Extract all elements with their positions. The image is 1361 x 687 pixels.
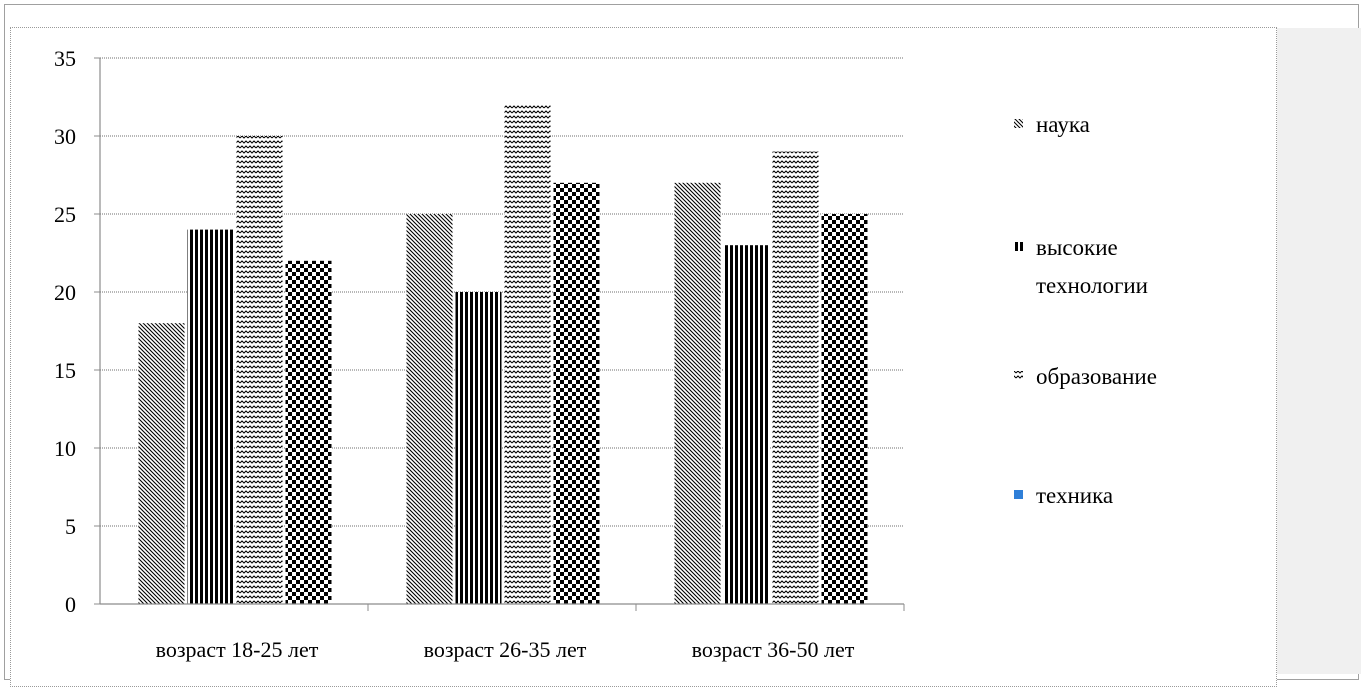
legend-label-1: наука [1036,112,1090,137]
bar-1-3 [674,182,721,605]
y-tick-label: 5 [65,514,76,539]
legend-marker-3 [1014,371,1023,380]
bars [138,104,868,605]
legend-label-3: образование [1036,364,1157,389]
axes: 0 5 10 15 20 25 30 35 возраст 18-25 лет возраст 2… [54,46,905,662]
x-tick-label: возраст 18-25 лет [156,637,319,662]
bar-3-2 [504,104,551,605]
legend-marker-2 [1014,242,1023,251]
bar-1-1 [138,323,185,604]
bar-3-1 [236,136,283,604]
bar-1-2 [406,214,453,604]
legend-label-2: высокие технологии [1036,235,1148,298]
y-tick-label: 35 [54,46,76,71]
y-tick-label: 10 [54,436,76,461]
side-panel [1277,28,1361,674]
bar-2-3 [723,245,770,604]
legend-marker-4 [1014,490,1023,499]
y-tick-label: 30 [54,124,76,149]
bar-2-2 [455,292,502,604]
bar-4-2 [553,182,600,605]
y-tick-label: 25 [54,202,76,227]
y-tick-label: 0 [65,592,76,617]
gridlines [100,57,904,527]
bar-2-1 [187,229,234,604]
y-tick-label: 15 [54,358,76,383]
legend: наука высокие технологии образование техника [1014,112,1157,508]
bar-4-1 [285,260,332,604]
y-tick-label: 20 [54,280,76,305]
bar-4-3 [821,214,868,604]
legend-label-4: техника [1036,483,1113,508]
legend-marker-1 [1014,119,1023,128]
x-tick-label: возраст 26-35 лет [424,637,587,662]
x-tick-label: возраст 36-50 лет [692,637,855,662]
bar-3-3 [772,151,819,604]
